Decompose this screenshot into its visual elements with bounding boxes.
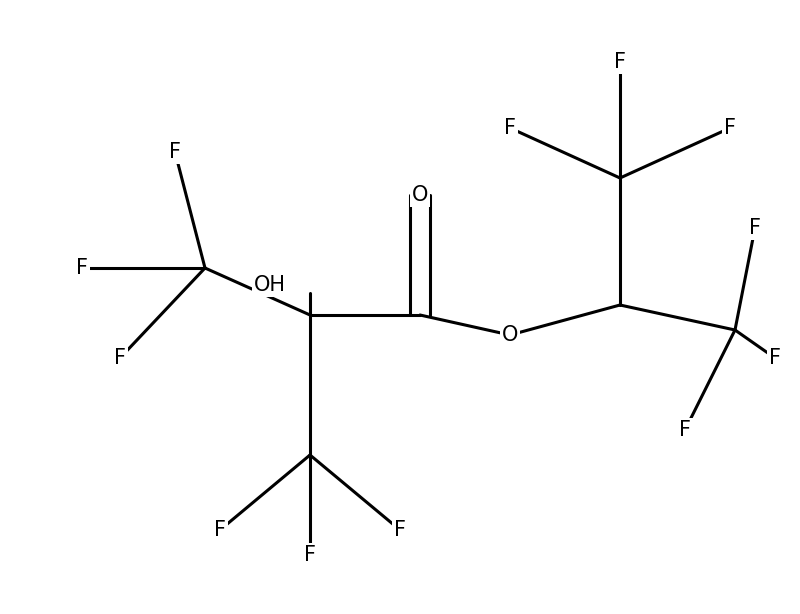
Text: F: F bbox=[169, 142, 181, 162]
Text: O: O bbox=[412, 185, 428, 205]
Text: F: F bbox=[679, 420, 691, 440]
Text: OH: OH bbox=[254, 275, 286, 295]
Text: F: F bbox=[724, 118, 736, 138]
Text: F: F bbox=[76, 258, 88, 278]
Text: F: F bbox=[504, 118, 516, 138]
Text: F: F bbox=[769, 348, 781, 368]
Text: O: O bbox=[502, 325, 518, 345]
Text: OH: OH bbox=[254, 275, 286, 295]
Text: F: F bbox=[749, 218, 761, 238]
Text: F: F bbox=[614, 52, 626, 72]
Text: F: F bbox=[394, 520, 406, 540]
Text: F: F bbox=[304, 545, 316, 565]
Text: F: F bbox=[114, 348, 126, 368]
Text: F: F bbox=[214, 520, 226, 540]
